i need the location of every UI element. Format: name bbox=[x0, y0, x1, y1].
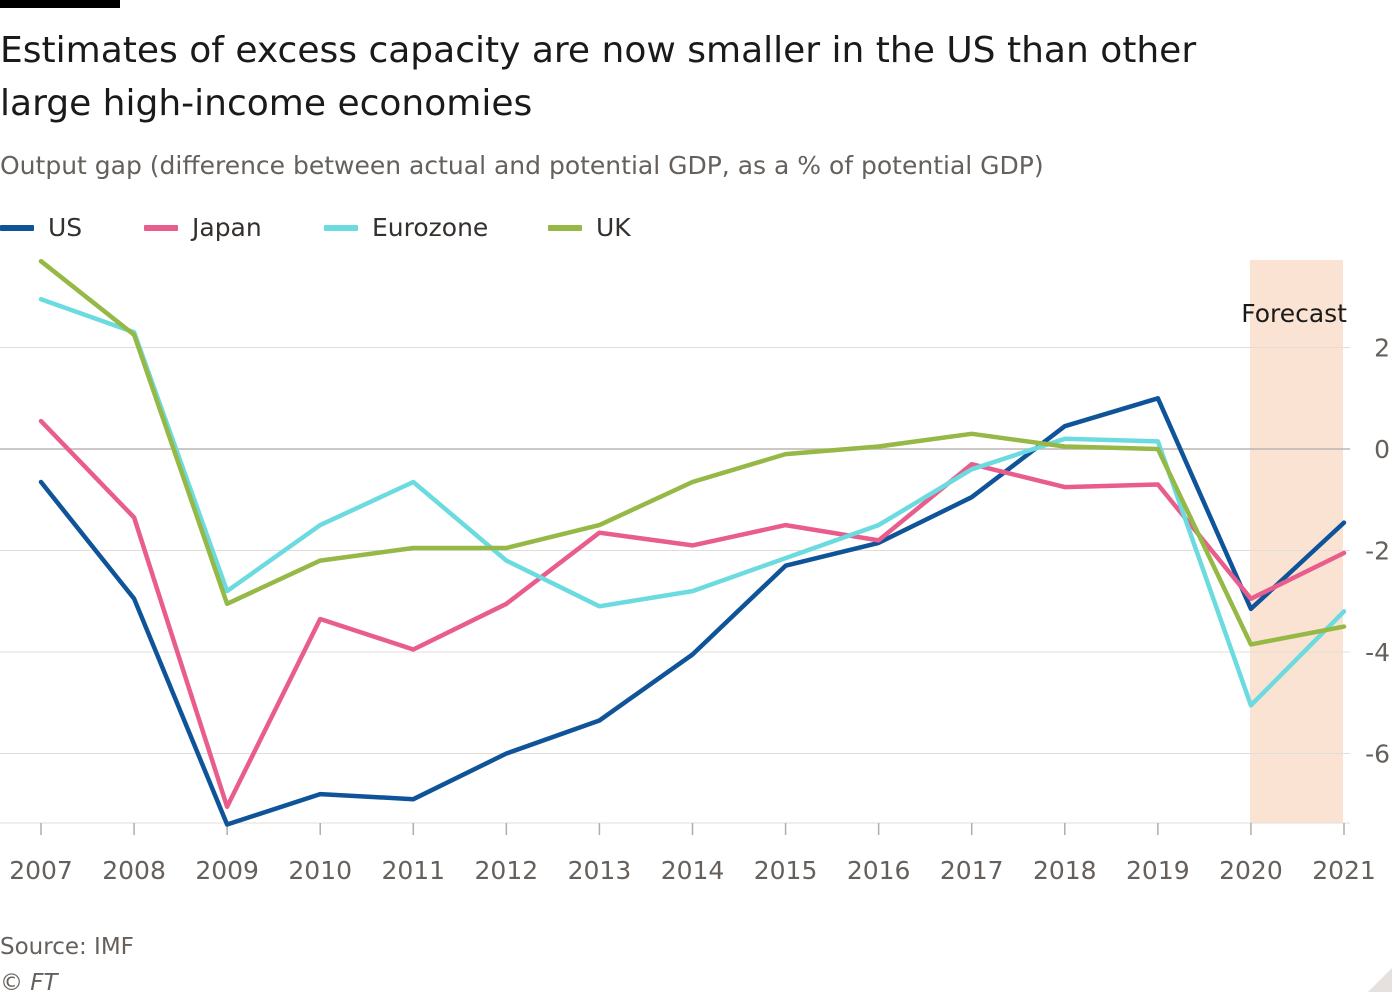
x-tick-label: 2016 bbox=[847, 856, 911, 885]
brand-bar bbox=[0, 0, 120, 8]
series-line-uk bbox=[38, 258, 1347, 647]
y-tick-label: -4 bbox=[1365, 638, 1390, 667]
x-tick-label: 2014 bbox=[661, 856, 725, 885]
legend-swatch-japan bbox=[144, 225, 178, 231]
legend-label-japan: Japan bbox=[192, 213, 262, 242]
forecast-label: Forecast bbox=[1241, 299, 1347, 328]
legend-swatch-us bbox=[0, 225, 34, 231]
x-tick-label: 2007 bbox=[9, 856, 73, 885]
y-tick-label: 0 bbox=[1374, 435, 1390, 464]
x-tick-label: 2020 bbox=[1219, 856, 1283, 885]
chart-title: Estimates of excess capacity are now sma… bbox=[0, 30, 1197, 124]
x-tick-label: 2015 bbox=[754, 856, 818, 885]
forecast-band bbox=[1249, 260, 1343, 823]
y-tick-label: 2 bbox=[1374, 334, 1390, 363]
output-gap-line-chart: Forecast 2 0 -2 -4 -6 2007 2008 2009 2010 2011 2012… bbox=[0, 258, 1390, 885]
series-line-japan bbox=[38, 418, 1347, 810]
source-note: Source: IMF bbox=[0, 934, 134, 960]
x-tick-label: 2008 bbox=[102, 856, 166, 885]
series-line-us bbox=[38, 396, 1347, 827]
corner-triangle-icon bbox=[1368, 968, 1392, 992]
copyright-credit: © FT bbox=[0, 970, 58, 996]
legend-label-us: US bbox=[48, 213, 83, 242]
x-tick-label: 2021 bbox=[1312, 856, 1376, 885]
x-tick-label: 2009 bbox=[195, 856, 259, 885]
legend-label-uk: UK bbox=[596, 213, 631, 242]
x-tick-label: 2013 bbox=[568, 856, 632, 885]
y-tick-label: -6 bbox=[1365, 740, 1390, 769]
x-tick-label: 2017 bbox=[940, 856, 1004, 885]
x-tick-label: 2012 bbox=[475, 856, 539, 885]
legend-label-eurozone: Eurozone bbox=[372, 213, 489, 242]
legend-swatch-uk bbox=[548, 225, 582, 231]
x-tick-label: 2010 bbox=[288, 856, 352, 885]
y-tick-label: -2 bbox=[1365, 537, 1390, 566]
x-tick-label: 2018 bbox=[1033, 856, 1097, 885]
chart-subtitle: Output gap (difference between actual an… bbox=[0, 151, 1044, 180]
series-line-eurozone bbox=[38, 297, 1347, 708]
x-tick-label: 2011 bbox=[381, 856, 445, 885]
x-tick-label: 2019 bbox=[1126, 856, 1190, 885]
legend-swatch-eurozone bbox=[324, 225, 358, 231]
